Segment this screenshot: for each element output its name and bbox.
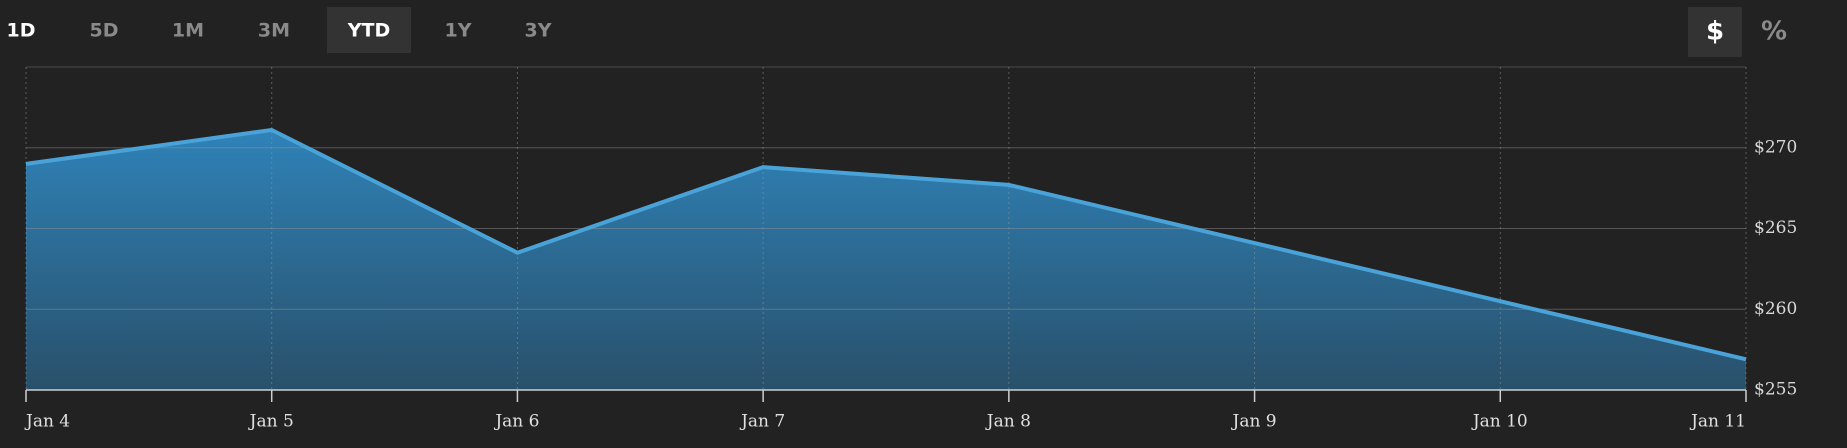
range-button[interactable]: 3Y — [525, 20, 552, 42]
x-tick-label: Jan 9 — [1231, 412, 1277, 432]
x-tick-label: Jan 4 — [24, 412, 70, 432]
range-button[interactable]: 1Y — [445, 20, 472, 42]
y-tick-label: $270 — [1754, 137, 1797, 157]
range-button[interactable]: 1D — [7, 20, 36, 42]
range-button[interactable]: 5D — [90, 20, 119, 42]
unit-button[interactable]: $ — [1706, 17, 1724, 47]
x-tick-label: Jan 8 — [985, 412, 1031, 432]
x-tick-label: Jan 10 — [1471, 412, 1528, 432]
range-button[interactable]: 3M — [258, 20, 290, 42]
range-button[interactable]: YTD — [347, 20, 391, 42]
area — [26, 129, 1746, 391]
x-tick-label: Jan 11 — [1689, 412, 1746, 432]
x-tick-label: Jan 5 — [248, 412, 294, 432]
line — [25, 127, 1747, 362]
y-tick-label: $255 — [1754, 380, 1797, 400]
y-tick-label: $260 — [1754, 299, 1797, 319]
range-button[interactable]: 1M — [172, 20, 204, 42]
x-tick-label: Jan 6 — [493, 412, 539, 432]
y-tick-label: $265 — [1754, 218, 1797, 238]
x-tick-label: Jan 7 — [739, 412, 785, 432]
unit-button[interactable]: % — [1761, 17, 1787, 47]
unit-button-bg — [1688, 7, 1742, 57]
range-button-bg — [327, 7, 411, 53]
